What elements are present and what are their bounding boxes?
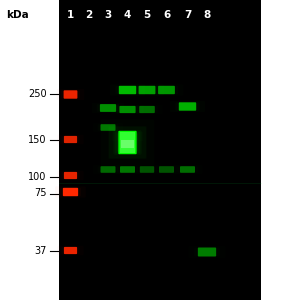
Text: 8: 8 — [203, 11, 211, 20]
Text: 150: 150 — [28, 134, 46, 145]
FancyBboxPatch shape — [159, 166, 174, 173]
FancyBboxPatch shape — [179, 102, 196, 111]
FancyBboxPatch shape — [119, 86, 136, 94]
Text: 3: 3 — [104, 11, 112, 20]
FancyBboxPatch shape — [198, 248, 216, 256]
FancyBboxPatch shape — [120, 133, 135, 140]
FancyBboxPatch shape — [139, 106, 155, 113]
Text: 4: 4 — [124, 11, 131, 20]
FancyBboxPatch shape — [100, 166, 116, 173]
Text: 37: 37 — [34, 245, 46, 256]
Bar — [120, 132, 135, 153]
FancyBboxPatch shape — [64, 247, 77, 254]
FancyBboxPatch shape — [139, 86, 155, 94]
FancyBboxPatch shape — [64, 136, 77, 143]
FancyBboxPatch shape — [119, 106, 136, 113]
Bar — [261, 0, 300, 300]
FancyBboxPatch shape — [118, 131, 136, 154]
Text: 6: 6 — [163, 11, 170, 20]
FancyBboxPatch shape — [180, 166, 195, 173]
FancyBboxPatch shape — [100, 104, 116, 112]
Text: 250: 250 — [28, 89, 46, 100]
Text: 100: 100 — [28, 172, 46, 182]
Text: 5: 5 — [143, 11, 151, 20]
FancyBboxPatch shape — [100, 124, 116, 131]
Text: 7: 7 — [184, 11, 191, 20]
Bar — [121, 140, 134, 148]
FancyBboxPatch shape — [117, 133, 138, 152]
Text: kDa: kDa — [6, 11, 29, 20]
Text: 2: 2 — [85, 11, 92, 20]
Text: 75: 75 — [34, 188, 46, 199]
FancyBboxPatch shape — [120, 166, 135, 173]
Text: 1: 1 — [67, 11, 74, 20]
FancyBboxPatch shape — [63, 188, 78, 196]
FancyBboxPatch shape — [158, 86, 175, 94]
FancyBboxPatch shape — [140, 166, 154, 173]
FancyBboxPatch shape — [64, 90, 77, 99]
FancyBboxPatch shape — [64, 172, 77, 179]
Bar — [0, 0, 58, 300]
